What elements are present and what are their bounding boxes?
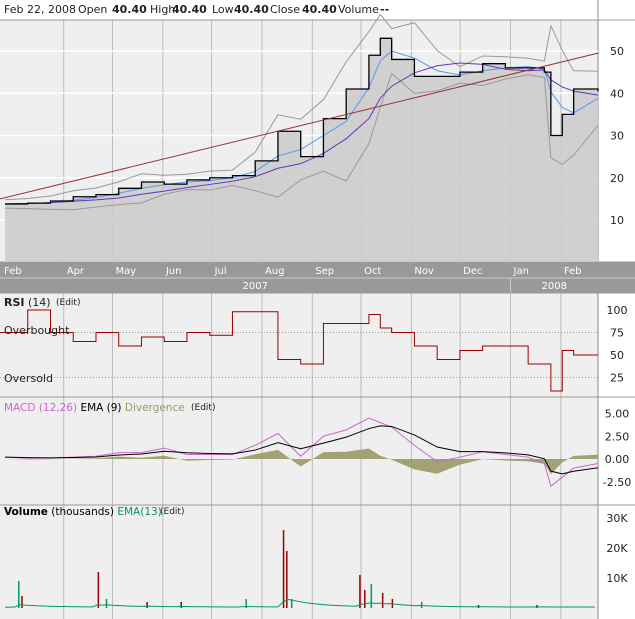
month-label: Nov bbox=[414, 266, 434, 277]
month-label: Oct bbox=[364, 266, 381, 277]
header-date: Feb 22, 2008 bbox=[4, 3, 76, 16]
price-tick-label: 40 bbox=[610, 87, 624, 100]
volume-bar bbox=[420, 602, 423, 608]
rsi-tick-label: 25 bbox=[610, 372, 624, 385]
volume-bar bbox=[364, 590, 366, 608]
bollinger-upper bbox=[4, 13, 599, 201]
close-label: Close bbox=[270, 3, 300, 16]
price-tick-label: 30 bbox=[610, 130, 624, 143]
volume-bar bbox=[97, 572, 100, 608]
close-value: 40.40 bbox=[302, 3, 337, 16]
month-label: Dec bbox=[463, 266, 482, 277]
macd-tick-label: 5.00 bbox=[605, 408, 630, 421]
volume-ema-line bbox=[5, 599, 595, 608]
macd-tick-label: 2.50 bbox=[605, 430, 630, 443]
volume-bar bbox=[105, 599, 108, 608]
macd-line bbox=[4, 417, 599, 488]
month-label: Feb bbox=[564, 266, 582, 277]
month-label: May bbox=[115, 266, 136, 277]
open-label: Open bbox=[78, 3, 107, 16]
year-label: 2008 bbox=[542, 281, 567, 292]
macd-divergence bbox=[0, 448, 598, 475]
overbought-label: Overbought bbox=[4, 324, 70, 337]
month-label: Sep bbox=[315, 266, 334, 277]
month-label: Apr bbox=[67, 266, 85, 277]
volume-bar bbox=[381, 593, 384, 608]
volume-bar bbox=[17, 581, 20, 608]
volume-bar bbox=[180, 602, 182, 608]
volume-bar bbox=[146, 602, 148, 608]
volume-bar bbox=[286, 551, 288, 608]
price-tick-label: 50 bbox=[610, 45, 624, 58]
volume-bar bbox=[290, 599, 293, 608]
volume-label: Volume bbox=[338, 3, 379, 16]
price-tick-label: 10 bbox=[610, 214, 624, 227]
volume-tick-label: 30K bbox=[606, 512, 628, 525]
volume-bar bbox=[21, 596, 23, 608]
rsi-edit-link[interactable]: (Edit) bbox=[56, 298, 80, 308]
trendline bbox=[0, 52, 599, 200]
month-label: Jan bbox=[513, 266, 529, 277]
rsi-tick-label: 100 bbox=[607, 304, 628, 317]
moving-average-slow bbox=[4, 62, 599, 205]
volume-bar bbox=[370, 584, 373, 608]
rsi-tick-label: 50 bbox=[610, 349, 624, 362]
month-label: Jul bbox=[214, 266, 227, 277]
month-label: Feb bbox=[4, 266, 22, 277]
open-value: 40.40 bbox=[112, 3, 147, 16]
price-area bbox=[5, 38, 598, 263]
volume-edit-link[interactable]: (Edit) bbox=[160, 507, 184, 517]
price-tick-label: 20 bbox=[610, 172, 624, 185]
low-label: Low bbox=[212, 3, 234, 16]
volume-value: -- bbox=[380, 3, 389, 16]
year-label: 2007 bbox=[243, 281, 268, 292]
volume-bar bbox=[245, 599, 247, 608]
high-label: High bbox=[150, 3, 175, 16]
high-value: 40.40 bbox=[172, 3, 207, 16]
macd-edit-link[interactable]: (Edit) bbox=[191, 403, 215, 413]
low-value: 40.40 bbox=[234, 3, 269, 16]
macd-tick-label: 0.00 bbox=[605, 453, 630, 466]
panel-bg-1 bbox=[0, 293, 598, 397]
volume-tick-label: 10K bbox=[606, 572, 628, 585]
volume-bar bbox=[282, 530, 285, 608]
rsi-line bbox=[0, 309, 598, 392]
oversold-label: Oversold bbox=[4, 372, 53, 385]
volume-bar bbox=[359, 575, 361, 608]
rsi-title: RSI (14) bbox=[4, 296, 51, 309]
bollinger-lower bbox=[4, 72, 599, 211]
panel-bg-2 bbox=[0, 397, 598, 505]
macd-signal-line bbox=[4, 425, 599, 475]
rsi-tick-label: 75 bbox=[610, 327, 624, 340]
month-label: Jun bbox=[165, 266, 182, 277]
macd-tick-label: -2.50 bbox=[603, 476, 631, 489]
month-label: Aug bbox=[265, 266, 285, 277]
macd-title: MACD (12,26) EMA (9) Divergence bbox=[4, 402, 185, 414]
volume-tick-label: 20K bbox=[606, 542, 628, 555]
moving-average-fast bbox=[4, 50, 599, 205]
panel-bg-3 bbox=[0, 505, 598, 619]
volume-title: Volume (thousands) EMA(13) bbox=[4, 506, 162, 518]
